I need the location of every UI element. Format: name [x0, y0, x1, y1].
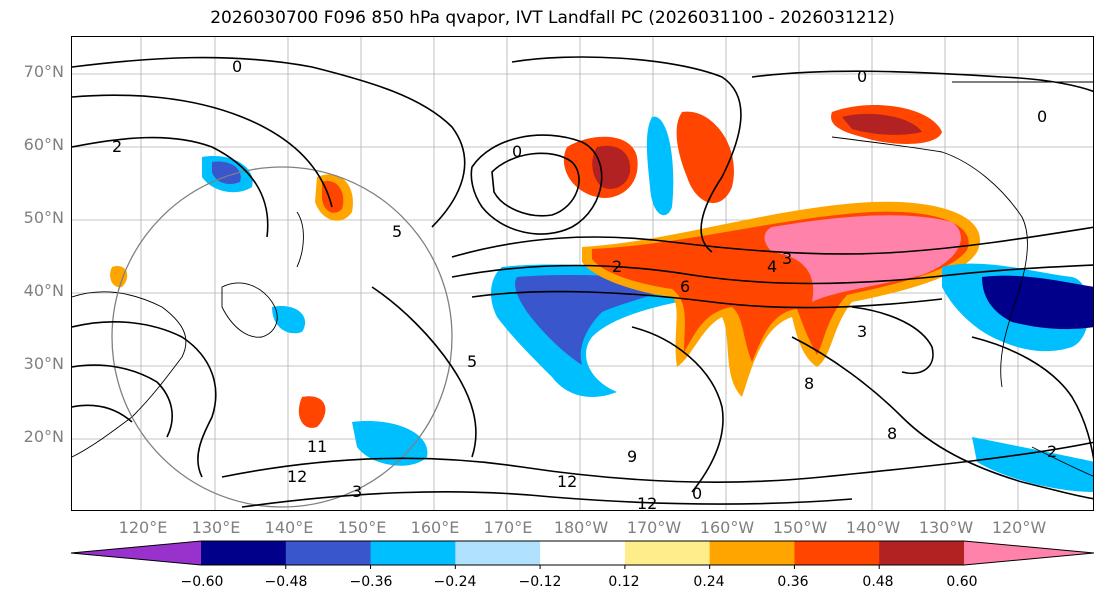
lat-label: 40°N	[23, 281, 64, 300]
colorbar-tick-label: −0.48	[264, 574, 308, 590]
positive-anomaly-area	[676, 111, 734, 204]
colorbar-segment	[879, 541, 965, 565]
contour-label: 6	[680, 277, 690, 296]
negative-anomaly-area	[352, 421, 428, 466]
contour-label: 5	[467, 352, 477, 371]
lat-label: 20°N	[23, 427, 64, 446]
contour-label: 12	[637, 494, 657, 511]
colorbar-segment	[540, 541, 626, 565]
colorbar-segment	[709, 541, 795, 565]
colorbar-tick-label: 0.12	[608, 574, 640, 590]
contour-label: 9	[627, 447, 637, 466]
contour-label: 3	[352, 482, 362, 501]
lon-label: 130°E	[191, 518, 241, 537]
colorbar-tick-label: −0.60	[180, 574, 224, 590]
contour-label: 0	[1037, 107, 1047, 126]
negative-anomaly-area	[982, 275, 1093, 330]
lon-label: 150°E	[337, 518, 387, 537]
colorbar	[70, 540, 1095, 569]
lon-label: 180°W	[553, 518, 609, 537]
colorbar-tick-label: −0.24	[433, 574, 477, 590]
plot-title: 2026030700 F096 850 hPa qvapor, IVT Land…	[210, 8, 895, 28]
colorbar-tick-label: 0.24	[693, 574, 725, 590]
positive-anomaly-area	[764, 215, 961, 302]
lon-label: 160°E	[410, 518, 460, 537]
ivt-contours	[72, 56, 1093, 508]
contour-label: 0	[232, 57, 242, 76]
lon-label: 170°E	[483, 518, 533, 537]
colorbar-extend-max	[964, 541, 1094, 565]
lat-label: 30°N	[23, 354, 64, 373]
lat-label: 50°N	[23, 208, 64, 227]
qvapor-shading	[110, 104, 1093, 492]
positive-anomaly-area	[110, 266, 128, 288]
colorbar-segment	[201, 541, 287, 565]
lon-label: 130°W	[918, 518, 974, 537]
colorbar-tick-label: 0.48	[862, 574, 894, 590]
colorbar-outline	[70, 540, 1095, 566]
contour-label: 12	[287, 467, 307, 486]
negative-anomaly-area	[272, 306, 306, 334]
lat-label: 70°N	[23, 62, 64, 81]
positive-anomaly-area	[298, 396, 326, 428]
colorbar-tick-label: −0.36	[349, 574, 393, 590]
colorbar-segment	[455, 541, 541, 565]
colorbar-extend-min	[71, 541, 201, 565]
lon-label: 140°W	[845, 518, 901, 537]
contour-label: 8	[804, 374, 814, 393]
contour-label: 8	[887, 424, 897, 443]
contour-label: 0	[857, 67, 867, 86]
positive-anomaly-area	[322, 181, 344, 213]
lon-label: 140°E	[264, 518, 314, 537]
map-canvas: 0 0 0 0 2 2 2 3 3 3 4 5 5 6 8 8 9 11 12 …	[72, 37, 1093, 511]
lon-label: 160°W	[699, 518, 755, 537]
lat-label: 60°N	[23, 135, 64, 154]
colorbar-segment	[285, 541, 372, 565]
contour-label: 3	[857, 322, 867, 341]
contour-label: 3	[782, 249, 792, 268]
contour-label: 4	[767, 257, 777, 276]
negative-anomaly-area	[972, 437, 1093, 492]
negative-anomaly-area	[515, 274, 682, 365]
contour-label: 11	[307, 437, 327, 456]
negative-anomaly-area	[646, 116, 674, 216]
contour-label: 2	[112, 137, 122, 156]
contour-label: 2	[612, 257, 622, 276]
contour-label: 5	[392, 222, 402, 241]
lon-label: 120°W	[991, 518, 1047, 537]
map-panel: 0 0 0 0 2 2 2 3 3 3 4 5 5 6 8 8 9 11 12 …	[71, 36, 1094, 511]
colorbar-segment	[370, 541, 456, 565]
contour-label: 0	[512, 142, 522, 161]
lon-label: 150°W	[772, 518, 828, 537]
colorbar-tick-label: −0.12	[518, 574, 562, 590]
range-ring	[111, 166, 453, 508]
colorbar-segment	[624, 541, 711, 565]
colorbar-tick-label: 0.60	[946, 574, 978, 590]
colorbar-tick-label: 0.36	[777, 574, 809, 590]
contour-labels: 0 0 0 0 2 2 2 3 3 3 4 5 5 6 8 8 9 11 12 …	[112, 57, 1057, 511]
lon-label: 120°E	[118, 518, 168, 537]
contour-label: 12	[557, 472, 577, 491]
contour-label: 2	[1047, 442, 1057, 461]
coastlines	[72, 81, 1093, 477]
positive-anomaly-area	[842, 113, 922, 135]
colorbar-segment	[794, 541, 880, 565]
lon-label: 170°W	[626, 518, 682, 537]
contour-label: 0	[692, 484, 702, 503]
